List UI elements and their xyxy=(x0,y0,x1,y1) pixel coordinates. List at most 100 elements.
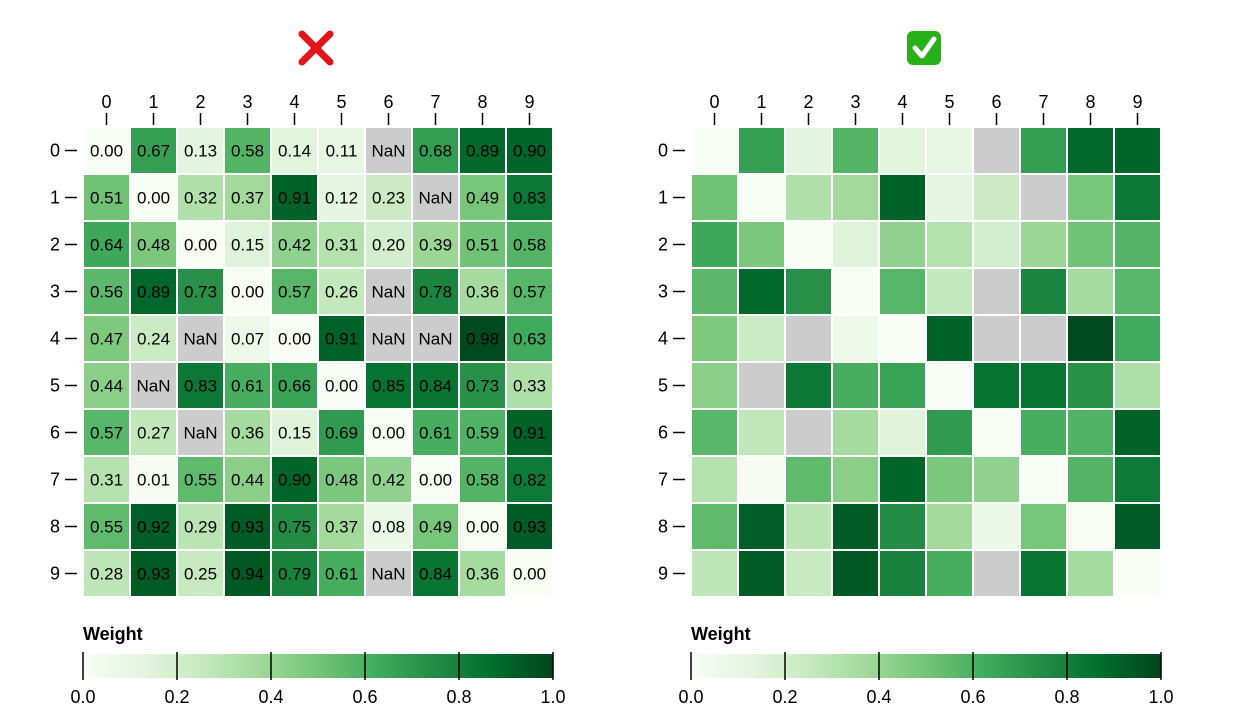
colorbar-tick-label: 0.2 xyxy=(772,687,797,707)
cell-value-label: NaN xyxy=(371,142,405,161)
cell-value-label: 0.20 xyxy=(372,236,405,255)
heatmap-cell xyxy=(223,502,272,551)
heatmap-cell xyxy=(737,361,786,410)
heatmap-panel-2: 0 1 2 3 4 5 6 7 8 9 0 1 2 3 4 5 6 7 8 9 Weight 0.0 0.2 0.4 0.6 0.… xyxy=(658,31,1174,707)
column-tick-label: 9 xyxy=(1132,92,1142,112)
cell-value-label: 0.58 xyxy=(231,142,264,161)
colorbar-tick-label: 0.0 xyxy=(70,687,95,707)
heatmap-cell xyxy=(411,314,460,363)
colorbar-title: Weight xyxy=(691,624,751,644)
row-tick-label: 6 xyxy=(50,423,60,443)
cell-value-label: 0.29 xyxy=(184,518,217,537)
cell-value-label: 0.61 xyxy=(231,377,264,396)
heatmap-cell xyxy=(878,267,927,316)
cell-value-label: 0.00 xyxy=(513,565,546,584)
cell-value-label: 0.93 xyxy=(513,518,546,537)
heatmap-cell xyxy=(176,549,225,598)
heatmap-cell xyxy=(1113,408,1162,457)
heatmap-cell xyxy=(1019,455,1068,504)
colorbar-tick-label: 0.4 xyxy=(866,687,891,707)
column-tick-label: 3 xyxy=(242,92,252,112)
colorbar-tick-label: 1.0 xyxy=(540,687,565,707)
heatmap-cell xyxy=(972,126,1021,175)
cell-value-label: 0.48 xyxy=(325,471,358,490)
heatmap-cell xyxy=(1113,549,1162,598)
column-tick-label: 7 xyxy=(1038,92,1048,112)
cell-value-label: 0.58 xyxy=(466,471,499,490)
heatmap-cell xyxy=(737,267,786,316)
heatmap-cell xyxy=(176,173,225,222)
cell-value-label: 0.90 xyxy=(513,142,546,161)
heatmap-cell xyxy=(505,361,554,410)
row-tick-label: 2 xyxy=(658,235,668,255)
cell-value-label: 0.90 xyxy=(278,471,311,490)
heatmap-cell xyxy=(925,267,974,316)
cell-value-label: 0.36 xyxy=(466,283,499,302)
heatmap-cell xyxy=(223,126,272,175)
colorbar-tick-label: 0.8 xyxy=(446,687,471,707)
heatmap-cell xyxy=(1066,126,1115,175)
heatmap-cell xyxy=(972,361,1021,410)
row-tick-label: 8 xyxy=(658,517,668,537)
heatmap-cell xyxy=(458,502,507,551)
heatmap-cell xyxy=(317,408,366,457)
cell-value-label: 0.08 xyxy=(372,518,405,537)
cell-value-label: 0.85 xyxy=(372,377,405,396)
heatmap-cell xyxy=(411,549,460,598)
heatmap-cell xyxy=(505,126,554,175)
heatmap-cell xyxy=(972,267,1021,316)
heatmap-cell xyxy=(505,549,554,598)
heatmap-cell xyxy=(1066,314,1115,363)
row-tick-label: 4 xyxy=(50,329,60,349)
cell-value-label: 0.31 xyxy=(325,236,358,255)
cell-value-label: 0.42 xyxy=(372,471,405,490)
cell-value-label: 0.51 xyxy=(466,236,499,255)
colorbar xyxy=(83,654,553,678)
colorbar-tick-label: 0.8 xyxy=(1054,687,1079,707)
cell-value-label: NaN xyxy=(371,565,405,584)
heatmap-cell xyxy=(1113,455,1162,504)
cell-value-label: 0.93 xyxy=(231,518,264,537)
heatmap-cell xyxy=(1113,502,1162,551)
heatmap-cell xyxy=(784,220,833,269)
heatmap-cell xyxy=(784,408,833,457)
heatmap-cell xyxy=(270,173,319,222)
heatmap-cell xyxy=(784,455,833,504)
heatmap-cell xyxy=(831,173,880,222)
column-tick-label: 1 xyxy=(756,92,766,112)
colorbar-tick-label: 0.4 xyxy=(258,687,283,707)
heatmap-cell xyxy=(831,455,880,504)
heatmap-cell xyxy=(972,314,1021,363)
cell-value-label: 0.69 xyxy=(325,424,358,443)
heatmap-cell xyxy=(129,361,178,410)
heatmap-cell xyxy=(1019,173,1068,222)
column-tick-label: 3 xyxy=(850,92,860,112)
heatmap-cell xyxy=(831,408,880,457)
heatmap-cell xyxy=(411,126,460,175)
cell-value-label: NaN xyxy=(183,424,217,443)
heatmap-cell xyxy=(1066,408,1115,457)
column-tick-label: 5 xyxy=(944,92,954,112)
row-tick-label: 0 xyxy=(658,141,668,161)
heatmap-cell xyxy=(176,267,225,316)
heatmap-cell xyxy=(1019,314,1068,363)
cell-value-label: 0.36 xyxy=(231,424,264,443)
heatmap-cell xyxy=(1066,267,1115,316)
heatmap-cell xyxy=(1066,502,1115,551)
cell-value-label: 0.01 xyxy=(137,471,170,490)
cell-value-label: 0.00 xyxy=(231,283,264,302)
heatmap-cell xyxy=(1019,549,1068,598)
heatmap-cell xyxy=(690,220,739,269)
heatmap-cell xyxy=(317,126,366,175)
cell-value-label: 0.00 xyxy=(137,189,170,208)
heatmap-cell xyxy=(690,408,739,457)
heatmap-cell xyxy=(878,408,927,457)
heatmap-cell xyxy=(1019,502,1068,551)
cell-value-label: 0.32 xyxy=(184,189,217,208)
heatmap-cell xyxy=(831,220,880,269)
row-tick-label: 5 xyxy=(50,376,60,396)
heatmap-cell xyxy=(505,220,554,269)
cell-value-label: 0.23 xyxy=(372,189,405,208)
heatmap-cell xyxy=(690,361,739,410)
